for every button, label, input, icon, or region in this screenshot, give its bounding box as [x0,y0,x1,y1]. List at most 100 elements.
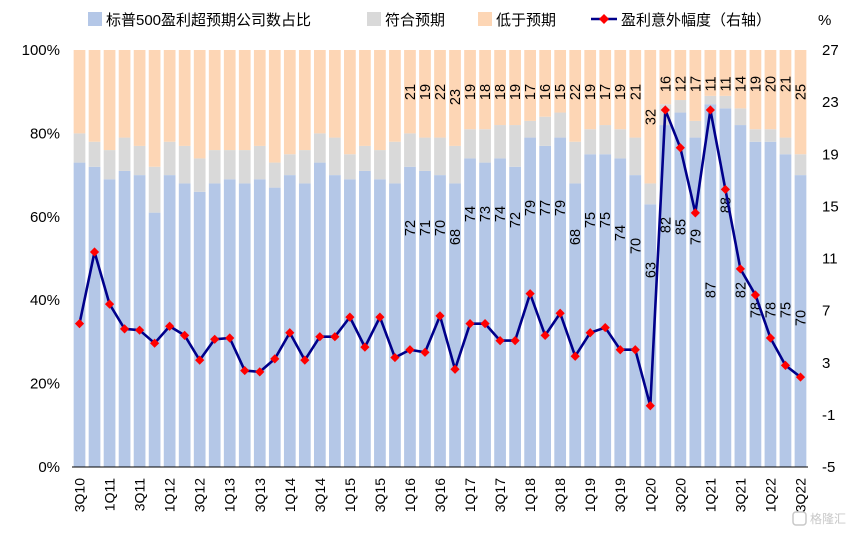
surprise-point-3Q17 [495,335,505,346]
beat-label-2Q20: 82 [658,217,674,233]
bar-segment-0-4Q14 [329,175,341,467]
bar-segment-0-2Q11 [118,170,131,467]
right-tick-label: -5 [822,459,835,476]
beat-label-3Q22: 70 [793,310,809,326]
beat-label-3Q21: 82 [733,282,749,298]
bar-segment-1-4Q20 [689,120,702,138]
bar-segment-0-3Q20 [674,112,687,468]
bar-segment-2-2Q18 [539,50,551,117]
surprise-point-2Q16 [420,347,430,357]
surprise-point-2Q14 [300,355,310,365]
bar-segment-2-4Q17 [509,50,521,126]
beat-label-4Q16: 68 [448,229,464,245]
left-tick-label: 100% [22,42,60,59]
bar-segment-2-2Q13 [238,50,251,151]
legend-label: 符合预期 [385,12,445,29]
bar-segment-2-3Q18 [554,50,567,113]
bar-segment-0-3Q13 [253,179,266,467]
beat-label-3Q20: 85 [673,219,689,235]
bar-segment-0-1Q11 [103,179,116,467]
bar-segment-1-3Q17 [494,125,506,159]
surprise-point-2Q11 [119,324,130,334]
right-tick-label: 19 [822,146,839,163]
surprise-point-2Q21 [720,184,730,195]
right-tick-label: 11 [822,251,838,268]
surprise-point-1Q11 [104,299,115,309]
bar-segment-2-1Q16 [404,50,416,134]
miss-label-4Q16: 23 [448,89,464,105]
bar-segment-2-3Q22 [794,50,807,155]
bar-segment-0-2Q17 [479,162,491,467]
bar-segment-0-2Q18 [539,145,551,467]
bar-segment-2-4Q20 [689,50,702,121]
bar-segment-0-3Q17 [494,158,506,468]
x-tick-label-1Q13: 1Q13 [222,478,238,512]
bar-segment-1-4Q12 [208,150,221,184]
bar-segment-2-3Q13 [253,50,266,146]
surprise-point-3Q18 [555,308,565,318]
surprise-point-3Q21 [735,264,746,274]
bar-segment-2-2Q12 [178,50,191,146]
bar-segment-2-2Q15 [359,50,371,146]
bar-segment-0-1Q14 [283,175,296,467]
miss-label-3Q21: 14 [733,76,749,92]
bar-segment-2-2Q16 [419,50,431,138]
legend-swatch [88,12,102,26]
legend-label: 标普500盈利超预期公司数占比 [106,12,311,29]
bar-segment-1-3Q11 [133,145,146,176]
bar-segment-0-1Q17 [464,158,476,468]
left-tick-label: 0% [38,459,60,476]
bar-segment-1-3Q12 [193,158,206,192]
bar-segment-0-3Q21 [734,125,747,467]
left-axis: 0% 20% 40% 60% 80% 100% [22,42,60,476]
miss-label-3Q22: 25 [793,84,809,100]
bar-segment-0-4Q18 [569,183,582,467]
watermark: 格隆汇 [792,511,846,526]
x-tick-label-3Q22: 3Q22 [792,478,808,512]
beat-label-2Q18: 77 [538,200,554,216]
bar-segment-2-2Q20 [659,50,672,105]
bar-segment-2-4Q15 [389,50,401,142]
bar-segment-2-3Q11 [133,50,146,146]
left-tick-label: 80% [30,125,60,142]
bar-segment-2-1Q18 [524,50,536,121]
surprise-point-2Q22 [780,360,791,370]
beat-label-1Q19: 75 [583,212,599,228]
surprise-point-1Q21 [705,105,715,115]
beat-label-2Q19: 75 [598,212,614,228]
beat-label-1Q21: 87 [703,282,719,298]
miss-label-1Q20: 32 [643,109,659,125]
beat-label-1Q20: 63 [643,262,659,278]
bar-segment-2-1Q15 [344,50,356,155]
surprise-point-3Q14 [315,332,325,342]
surprise-point-1Q20 [645,401,655,411]
legend-swatch [367,12,381,26]
surprise-point-1Q12 [165,321,175,331]
beat-label-4Q18: 68 [568,229,584,245]
bar-segment-1-1Q21 [704,95,717,105]
bar-segment-0-3Q12 [193,191,206,467]
bar-segment-1-3Q21 [734,108,747,126]
bar-segment-1-3Q10 [73,133,86,163]
bar-segment-0-1Q15 [344,179,356,467]
legend-label: 低于预期 [496,12,556,29]
legend-swatch [478,12,492,26]
bar-segment-0-4Q12 [208,183,221,467]
bar-segment-1-3Q14 [313,133,326,163]
bar-segment-2-1Q20 [644,50,657,184]
bar-segment-2-4Q10 [88,50,101,142]
miss-label-1Q22: 20 [763,76,779,92]
bar-segment-0-1Q12 [163,175,176,467]
bar-segment-0-3Q15 [374,179,386,467]
miss-label-3Q16: 22 [433,84,449,100]
surprise-point-3Q22 [795,372,806,382]
x-tick-label-3Q13: 3Q13 [252,478,268,512]
surprise-point-3Q10 [74,319,85,329]
bar-segment-2-4Q18 [569,50,582,142]
surprise-point-3Q16 [435,311,445,321]
bar-segment-0-2Q22 [779,154,792,467]
x-tick-label-3Q10: 3Q10 [72,478,88,512]
bar-segment-1-1Q17 [464,129,476,159]
bar-segment-0-4Q21 [749,141,762,468]
